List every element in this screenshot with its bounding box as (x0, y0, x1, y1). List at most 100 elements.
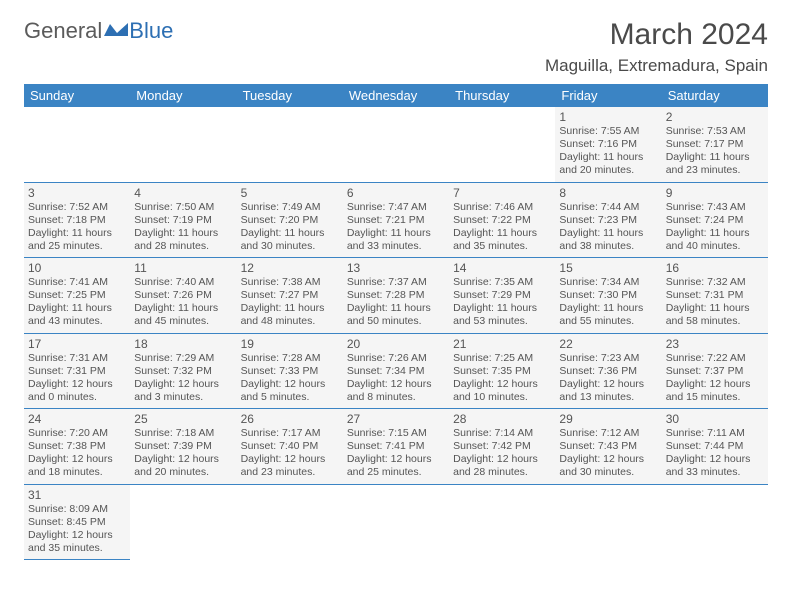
day-number: 16 (666, 261, 764, 275)
calendar-cell: 4Sunrise: 7:50 AMSunset: 7:19 PMDaylight… (130, 182, 236, 258)
calendar-cell (449, 484, 555, 560)
day-info: Sunrise: 7:15 AMSunset: 7:41 PMDaylight:… (347, 427, 445, 480)
day-info: Sunrise: 7:11 AMSunset: 7:44 PMDaylight:… (666, 427, 764, 480)
calendar-cell: 30Sunrise: 7:11 AMSunset: 7:44 PMDayligh… (662, 409, 768, 485)
day-info: Sunrise: 7:38 AMSunset: 7:27 PMDaylight:… (241, 276, 339, 329)
day-number: 10 (28, 261, 126, 275)
day-info: Sunrise: 7:50 AMSunset: 7:19 PMDaylight:… (134, 201, 232, 254)
calendar-cell: 17Sunrise: 7:31 AMSunset: 7:31 PMDayligh… (24, 333, 130, 409)
calendar-cell: 12Sunrise: 7:38 AMSunset: 7:27 PMDayligh… (237, 258, 343, 334)
day-info: Sunrise: 7:25 AMSunset: 7:35 PMDaylight:… (453, 352, 551, 405)
day-number: 24 (28, 412, 126, 426)
calendar-cell: 26Sunrise: 7:17 AMSunset: 7:40 PMDayligh… (237, 409, 343, 485)
calendar-row: 3Sunrise: 7:52 AMSunset: 7:18 PMDaylight… (24, 182, 768, 258)
day-info: Sunrise: 7:26 AMSunset: 7:34 PMDaylight:… (347, 352, 445, 405)
day-info: Sunrise: 7:28 AMSunset: 7:33 PMDaylight:… (241, 352, 339, 405)
day-number: 15 (559, 261, 657, 275)
calendar-cell (24, 107, 130, 182)
day-info: Sunrise: 7:37 AMSunset: 7:28 PMDaylight:… (347, 276, 445, 329)
day-info: Sunrise: 7:20 AMSunset: 7:38 PMDaylight:… (28, 427, 126, 480)
day-number: 2 (666, 110, 764, 124)
calendar-body: 1Sunrise: 7:55 AMSunset: 7:16 PMDaylight… (24, 107, 768, 560)
location: Maguilla, Extremadura, Spain (545, 56, 768, 76)
logo: General Blue (24, 18, 173, 44)
day-number: 26 (241, 412, 339, 426)
calendar-cell (237, 484, 343, 560)
day-info: Sunrise: 7:34 AMSunset: 7:30 PMDaylight:… (559, 276, 657, 329)
calendar-cell: 22Sunrise: 7:23 AMSunset: 7:36 PMDayligh… (555, 333, 661, 409)
calendar-row: 24Sunrise: 7:20 AMSunset: 7:38 PMDayligh… (24, 409, 768, 485)
day-info: Sunrise: 7:43 AMSunset: 7:24 PMDaylight:… (666, 201, 764, 254)
calendar-cell: 21Sunrise: 7:25 AMSunset: 7:35 PMDayligh… (449, 333, 555, 409)
month-title: March 2024 (545, 18, 768, 52)
weekday-header: Thursday (449, 84, 555, 107)
day-info: Sunrise: 7:49 AMSunset: 7:20 PMDaylight:… (241, 201, 339, 254)
calendar-cell: 11Sunrise: 7:40 AMSunset: 7:26 PMDayligh… (130, 258, 236, 334)
calendar-cell: 29Sunrise: 7:12 AMSunset: 7:43 PMDayligh… (555, 409, 661, 485)
day-info: Sunrise: 7:12 AMSunset: 7:43 PMDaylight:… (559, 427, 657, 480)
calendar-row: 1Sunrise: 7:55 AMSunset: 7:16 PMDaylight… (24, 107, 768, 182)
calendar-cell (343, 484, 449, 560)
calendar-cell (662, 484, 768, 560)
calendar-cell: 18Sunrise: 7:29 AMSunset: 7:32 PMDayligh… (130, 333, 236, 409)
calendar-cell (130, 107, 236, 182)
calendar-cell: 9Sunrise: 7:43 AMSunset: 7:24 PMDaylight… (662, 182, 768, 258)
day-info: Sunrise: 7:53 AMSunset: 7:17 PMDaylight:… (666, 125, 764, 178)
calendar-cell: 27Sunrise: 7:15 AMSunset: 7:41 PMDayligh… (343, 409, 449, 485)
logo-text-blue: Blue (129, 18, 173, 44)
calendar-cell: 28Sunrise: 7:14 AMSunset: 7:42 PMDayligh… (449, 409, 555, 485)
calendar-cell: 14Sunrise: 7:35 AMSunset: 7:29 PMDayligh… (449, 258, 555, 334)
day-number: 22 (559, 337, 657, 351)
day-number: 28 (453, 412, 551, 426)
flag-icon (104, 22, 128, 40)
calendar-cell: 31Sunrise: 8:09 AMSunset: 8:45 PMDayligh… (24, 484, 130, 560)
day-info: Sunrise: 7:32 AMSunset: 7:31 PMDaylight:… (666, 276, 764, 329)
day-number: 29 (559, 412, 657, 426)
day-number: 27 (347, 412, 445, 426)
day-info: Sunrise: 7:55 AMSunset: 7:16 PMDaylight:… (559, 125, 657, 178)
calendar-cell: 16Sunrise: 7:32 AMSunset: 7:31 PMDayligh… (662, 258, 768, 334)
calendar-cell (555, 484, 661, 560)
day-info: Sunrise: 7:41 AMSunset: 7:25 PMDaylight:… (28, 276, 126, 329)
day-number: 21 (453, 337, 551, 351)
header: General Blue March 2024 Maguilla, Extrem… (24, 18, 768, 76)
calendar-cell: 23Sunrise: 7:22 AMSunset: 7:37 PMDayligh… (662, 333, 768, 409)
day-number: 31 (28, 488, 126, 502)
day-number: 17 (28, 337, 126, 351)
day-number: 13 (347, 261, 445, 275)
day-info: Sunrise: 7:52 AMSunset: 7:18 PMDaylight:… (28, 201, 126, 254)
calendar-cell (449, 107, 555, 182)
weekday-header: Friday (555, 84, 661, 107)
day-number: 5 (241, 186, 339, 200)
calendar-cell: 3Sunrise: 7:52 AMSunset: 7:18 PMDaylight… (24, 182, 130, 258)
calendar-cell: 7Sunrise: 7:46 AMSunset: 7:22 PMDaylight… (449, 182, 555, 258)
day-number: 3 (28, 186, 126, 200)
day-info: Sunrise: 7:23 AMSunset: 7:36 PMDaylight:… (559, 352, 657, 405)
day-number: 9 (666, 186, 764, 200)
calendar-cell: 10Sunrise: 7:41 AMSunset: 7:25 PMDayligh… (24, 258, 130, 334)
day-number: 20 (347, 337, 445, 351)
calendar-cell: 8Sunrise: 7:44 AMSunset: 7:23 PMDaylight… (555, 182, 661, 258)
day-number: 1 (559, 110, 657, 124)
day-number: 8 (559, 186, 657, 200)
day-info: Sunrise: 7:31 AMSunset: 7:31 PMDaylight:… (28, 352, 126, 405)
calendar-row: 17Sunrise: 7:31 AMSunset: 7:31 PMDayligh… (24, 333, 768, 409)
calendar-cell (343, 107, 449, 182)
day-number: 4 (134, 186, 232, 200)
day-info: Sunrise: 7:29 AMSunset: 7:32 PMDaylight:… (134, 352, 232, 405)
calendar-cell: 1Sunrise: 7:55 AMSunset: 7:16 PMDaylight… (555, 107, 661, 182)
weekday-header-row: Sunday Monday Tuesday Wednesday Thursday… (24, 84, 768, 107)
day-info: Sunrise: 7:44 AMSunset: 7:23 PMDaylight:… (559, 201, 657, 254)
weekday-header: Saturday (662, 84, 768, 107)
weekday-header: Tuesday (237, 84, 343, 107)
day-info: Sunrise: 7:35 AMSunset: 7:29 PMDaylight:… (453, 276, 551, 329)
day-number: 19 (241, 337, 339, 351)
calendar-row: 31Sunrise: 8:09 AMSunset: 8:45 PMDayligh… (24, 484, 768, 560)
calendar-cell: 15Sunrise: 7:34 AMSunset: 7:30 PMDayligh… (555, 258, 661, 334)
day-info: Sunrise: 7:40 AMSunset: 7:26 PMDaylight:… (134, 276, 232, 329)
day-info: Sunrise: 8:09 AMSunset: 8:45 PMDaylight:… (28, 503, 126, 556)
calendar-cell: 24Sunrise: 7:20 AMSunset: 7:38 PMDayligh… (24, 409, 130, 485)
calendar-cell: 13Sunrise: 7:37 AMSunset: 7:28 PMDayligh… (343, 258, 449, 334)
day-info: Sunrise: 7:22 AMSunset: 7:37 PMDaylight:… (666, 352, 764, 405)
day-number: 14 (453, 261, 551, 275)
